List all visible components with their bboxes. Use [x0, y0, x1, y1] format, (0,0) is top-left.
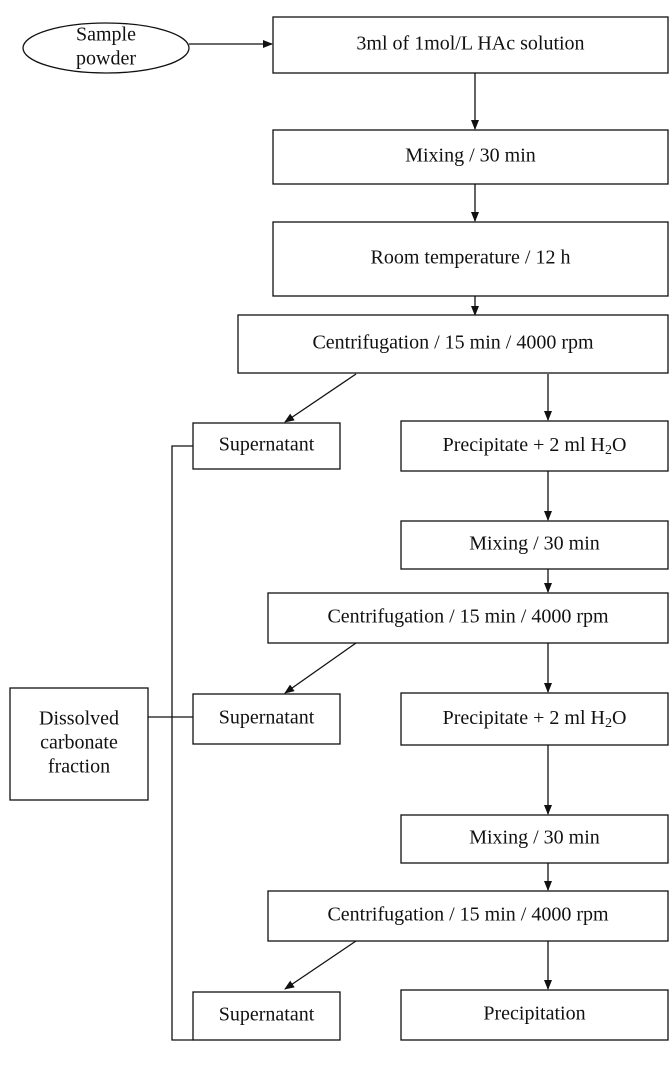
node-label: Precipitate + 2 ml H2O: [443, 434, 627, 459]
node-shape: [272, 16, 669, 74]
node-label: Dissolved: [39, 708, 119, 730]
node-label: Sample: [76, 24, 136, 46]
node-label: Supernatant: [219, 1004, 315, 1026]
node-shape: [400, 692, 669, 746]
node-shape: [272, 129, 669, 185]
node-shape: [272, 221, 669, 297]
node-shape: [400, 420, 669, 472]
node-label: Room temperature / 12 h: [371, 247, 571, 269]
connectors: [148, 40, 552, 1041]
label-part: Precipitate + 2 ml H: [443, 707, 605, 729]
node: Supernatant: [192, 991, 341, 1041]
node: 3ml of 1mol/L HAc solution: [272, 16, 669, 74]
node: Precipitate + 2 ml H2O: [400, 692, 669, 746]
node-shape: [237, 314, 669, 374]
node: Supernatant: [192, 422, 341, 470]
node-label: Mixing / 30 min: [405, 145, 536, 167]
node: Precipitate + 2 ml H2O: [400, 420, 669, 472]
node-label: Precipitation: [483, 1003, 585, 1025]
node-shape: [192, 991, 341, 1041]
node-shape: [22, 22, 190, 74]
node-shape: [267, 890, 669, 942]
label-part: 2: [605, 716, 612, 731]
bracket: [148, 445, 193, 1041]
node-label: fraction: [48, 756, 110, 778]
node-shape: [400, 520, 669, 570]
node: Centrifugation / 15 min / 4000 rpm: [237, 314, 669, 374]
node-label: Supernatant: [219, 707, 315, 729]
node-label: Centrifugation / 15 min / 4000 rpm: [327, 606, 609, 628]
node-shape: [267, 592, 669, 644]
node: Precipitation: [400, 989, 669, 1041]
node-label: Supernatant: [219, 434, 315, 456]
node-label: carbonate: [40, 732, 118, 754]
node-shape: [192, 693, 341, 745]
node-label: Centrifugation / 15 min / 4000 rpm: [312, 332, 594, 354]
label-part: 2: [605, 443, 612, 458]
node: Centrifugation / 15 min / 4000 rpm: [267, 890, 669, 942]
arrow: [284, 940, 357, 990]
node: Room temperature / 12 h: [272, 221, 669, 297]
node: Mixing / 30 min: [272, 129, 669, 185]
node-shape: [192, 422, 341, 470]
node-label: powder: [76, 48, 136, 70]
arrow: [284, 642, 357, 694]
node-shape: [400, 814, 669, 864]
label-part: O: [612, 434, 626, 456]
label-part: Precipitate + 2 ml H: [443, 434, 605, 456]
node-label: Mixing / 30 min: [469, 533, 600, 555]
node: Supernatant: [192, 693, 341, 745]
node: Mixing / 30 min: [400, 520, 669, 570]
node-label: Mixing / 30 min: [469, 827, 600, 849]
node-shape: [9, 687, 149, 801]
node-label: 3ml of 1mol/L HAc solution: [356, 33, 584, 55]
node-shape: [400, 989, 669, 1041]
node: Centrifugation / 15 min / 4000 rpm: [267, 592, 669, 644]
node: Mixing / 30 min: [400, 814, 669, 864]
label-part: O: [612, 707, 626, 729]
arrow: [284, 373, 357, 423]
node-label: Precipitate + 2 ml H2O: [443, 707, 627, 732]
node-label: Centrifugation / 15 min / 4000 rpm: [327, 904, 609, 926]
